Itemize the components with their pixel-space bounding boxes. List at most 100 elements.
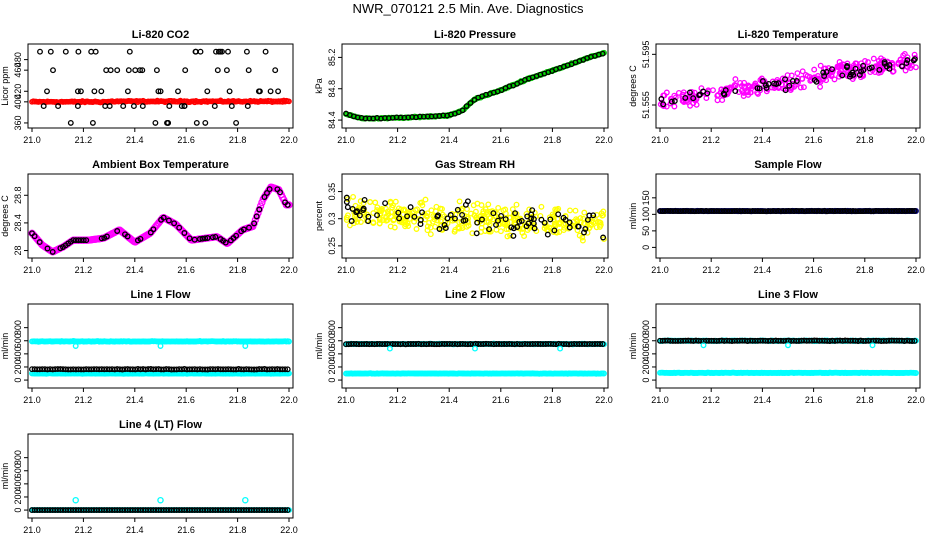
rh-flag-point [530,216,537,223]
rh-flag-point [600,234,607,241]
co2-flag-point [126,48,133,55]
co2-flag-point [213,48,219,55]
data-points [28,183,293,256]
sample-flow-flag-point [896,208,903,214]
rh-flag-point [498,212,505,219]
x-tick-label: 21.4 [440,135,458,145]
temp-flag-point [813,78,820,85]
rh-point [404,210,411,217]
y-axis-label: degrees C [628,65,638,107]
co2-flag-point [193,119,200,126]
data-points [343,340,607,377]
temp-point [817,83,824,90]
rh-flag-point [360,207,367,214]
rh-flag-point [514,224,521,230]
co2-flag-point [102,103,109,110]
rh-point [439,205,445,212]
rh-point [556,229,563,235]
x-tick-label: 21.6 [805,265,823,275]
sample-flow-flag-point [770,208,777,214]
sample-flow-flag-point [718,208,725,215]
temp-flag-point [866,65,873,72]
temp-flag-point [852,65,859,72]
rh-flag-point [512,210,519,217]
co2-flag-point [157,88,164,95]
rh-point [526,206,533,213]
rh-flag-point [452,215,458,222]
rh-flag-point [361,196,368,203]
rh-point [414,206,421,213]
flow-dip-point [557,345,564,352]
rh-point [401,206,408,213]
sample-flow-flag-point [880,208,887,214]
sample-flow-flag-point [762,208,769,215]
data-points [29,48,292,126]
flow-high-point [286,338,292,345]
box-temp-point [251,216,260,224]
sample-flow-flag-point [788,208,795,214]
rh-point [392,198,399,205]
box-temp-flag-point [253,213,260,220]
temp-point [799,75,806,82]
rh-flag-point [356,212,363,219]
box-temp-flag-point [212,233,219,240]
y-tick-label: 0 [641,378,651,383]
box-temp-flag-point [36,239,43,246]
sample-flow-flag-point [685,208,692,214]
temp-point [860,73,866,80]
line4-flag-point [282,507,289,514]
sample-flow-flag-point [886,208,892,214]
box-temp-flag-point [209,234,216,241]
rh-flag-point [365,218,372,225]
sample-flow-flag-point [832,208,838,215]
rh-point [579,237,586,244]
temp-point [794,70,801,77]
co2-flag-point [152,119,159,126]
rh-flag-point [417,216,424,223]
sample-flow-flag-point [852,208,859,214]
rh-flag-point [541,219,548,226]
sample-flow-flag-point [898,208,905,214]
pressure-flag-point [599,50,606,57]
x-tick-label: 22.0 [907,135,925,145]
co2-flag-point [214,67,221,74]
y-tick-label: 50 [641,226,651,236]
rh-flag-point [495,217,501,224]
temp-flag-point [671,98,678,104]
sample-flow-flag-point [682,208,689,214]
temp-point [811,66,818,73]
y-tick-label: 28 [13,246,23,256]
sample-flow-flag-point [850,208,856,214]
temp-point [831,76,838,83]
box-temp-flag-point [233,232,240,239]
sample-flow-flag-point [806,208,813,214]
sample-flow-flag-point [726,208,733,215]
chart-title: Line 3 Flow [758,289,818,301]
co2-flag-point [215,48,222,55]
rh-flag-point [474,219,481,226]
box-temp-flag-point [222,239,229,246]
y-tick-label: 460 [13,63,23,78]
rh-flag-point [343,194,350,201]
flow-dip-point [785,342,791,349]
temp-point [740,89,747,96]
box-temp-flag-point [150,226,157,233]
y-tick-label: 400 [13,476,23,491]
rh-point [511,217,518,223]
y-tick-label: 400 [13,346,23,361]
y-tick-label: 400 [327,346,337,361]
co2-flag-point [175,88,181,95]
rh-point [572,223,579,230]
y-tick-label: 200 [327,359,337,374]
sample-flow-flag-point [847,208,854,214]
sample-flow-flag-point [734,207,741,214]
temp-point [731,81,738,88]
rh-flag-point [510,232,517,239]
y-tick-label: 84.8 [327,80,337,98]
data-points [29,338,292,377]
rh-flag-point [473,230,480,237]
y-tick-label: 0.3 [327,212,337,225]
box-temp-flag-point [124,233,131,240]
rh-flag-point [547,216,554,223]
x-tick-label: 22.0 [595,265,613,275]
